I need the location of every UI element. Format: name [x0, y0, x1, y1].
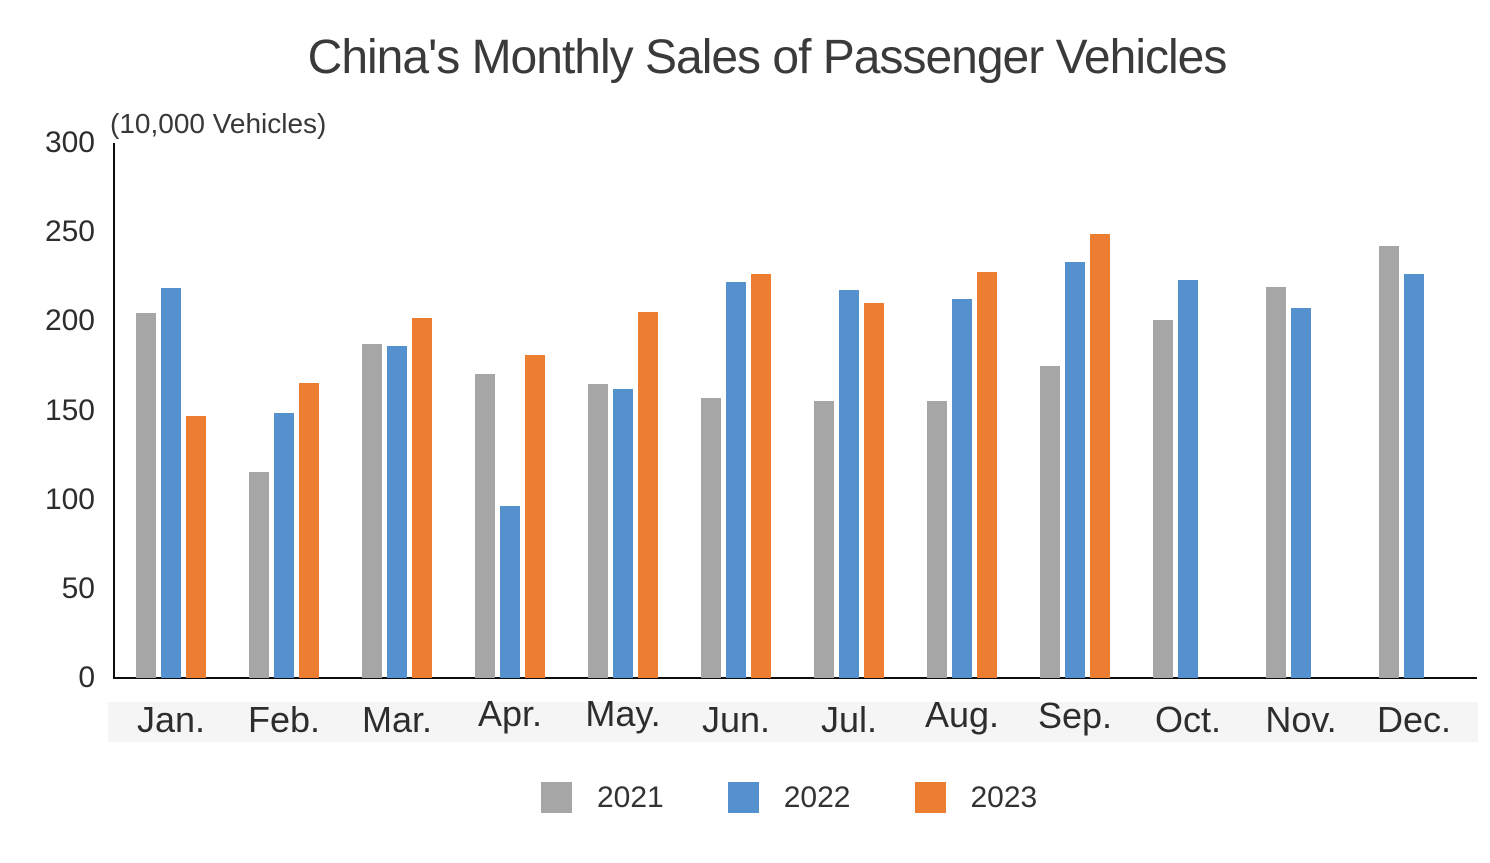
x-axis-label-aug: Aug.	[924, 694, 1000, 735]
bar-2022-aug	[952, 299, 972, 678]
legend-label-2023: 2023	[970, 781, 1038, 814]
bar-2022-feb	[274, 413, 294, 678]
x-label-band	[108, 702, 1478, 742]
bar-2023-sep	[1090, 234, 1110, 678]
y-axis-units-label: (10,000 Vehicles)	[110, 108, 327, 139]
x-axis-label-dec: Dec.	[1376, 699, 1452, 740]
bar-2022-jul	[839, 290, 859, 678]
bar-2021-oct	[1153, 320, 1173, 678]
x-axis-label-jun: Jun.	[701, 699, 771, 740]
y-tick-label-100: 100	[44, 482, 95, 516]
bar-2023-aug	[977, 272, 997, 678]
bar-2021-sep	[1040, 366, 1060, 678]
legend-label-2022: 2022	[783, 781, 851, 814]
bar-2022-sep	[1065, 262, 1085, 678]
x-axis-label-jan: Jan.	[136, 699, 206, 740]
legend-item-2022: 2022	[727, 781, 851, 814]
y-axis-line	[113, 143, 115, 679]
bar-2022-jan	[161, 288, 181, 678]
bar-2022-nov	[1291, 308, 1311, 678]
x-axis-label-feb: Feb.	[247, 699, 321, 740]
bar-2022-may	[613, 389, 633, 678]
bar-2022-mar	[387, 346, 407, 678]
legend-swatch-2023	[914, 782, 946, 813]
bar-2021-jan	[136, 313, 156, 678]
bar-2021-aug	[927, 401, 947, 678]
x-axis-label-mar: Mar.	[361, 699, 433, 740]
y-tick-label-300: 300	[44, 126, 95, 159]
y-tick-label-150: 150	[44, 393, 95, 427]
bar-2023-may	[638, 312, 658, 678]
bar-2021-mar	[362, 344, 382, 678]
bar-2023-mar	[412, 318, 432, 678]
bar-2023-jan	[186, 416, 206, 678]
x-axis-label-apr: Apr.	[477, 693, 543, 734]
y-tick-label-250: 250	[44, 215, 95, 249]
x-axis-label-sep: Sep.	[1037, 695, 1113, 736]
bar-2021-jun	[701, 398, 721, 678]
bar-2021-feb	[249, 472, 269, 678]
x-axis-label-nov: Nov.	[1265, 699, 1337, 740]
bar-2021-jul	[814, 401, 834, 678]
legend-swatch-2022	[727, 782, 759, 813]
legend-item-2023: 2023	[914, 781, 1038, 814]
x-axis-label-jul: Jul.	[820, 699, 878, 740]
bar-2023-apr	[525, 355, 545, 678]
x-axis-line	[113, 677, 1477, 679]
legend-item-2021: 2021	[541, 782, 664, 813]
y-tick-label-50: 50	[61, 571, 95, 605]
chart-title: China's Monthly Sales of Passenger Vehic…	[307, 31, 1228, 84]
y-tick-label-0: 0	[78, 661, 95, 694]
legend-label-2021: 2021	[597, 781, 664, 814]
bar-2022-oct	[1178, 280, 1198, 678]
x-axis-label-oct: Oct.	[1154, 699, 1222, 740]
bar-2023-jun	[751, 274, 771, 678]
bar-2022-jun	[726, 282, 746, 678]
bar-2023-jul	[864, 303, 884, 678]
legend: 2021 2022 2023	[541, 782, 1037, 813]
bar-2021-may	[588, 384, 608, 678]
bar-2021-dec	[1379, 246, 1399, 678]
legend-swatch-2021	[541, 782, 572, 813]
bar-2023-feb	[299, 383, 319, 678]
x-axis-label-may: May.	[585, 693, 661, 734]
bar-2022-dec	[1404, 274, 1424, 678]
bar-2021-nov	[1266, 287, 1286, 678]
bar-2021-apr	[475, 374, 495, 678]
bar-2022-apr	[500, 506, 520, 678]
y-tick-label-200: 200	[44, 304, 95, 338]
